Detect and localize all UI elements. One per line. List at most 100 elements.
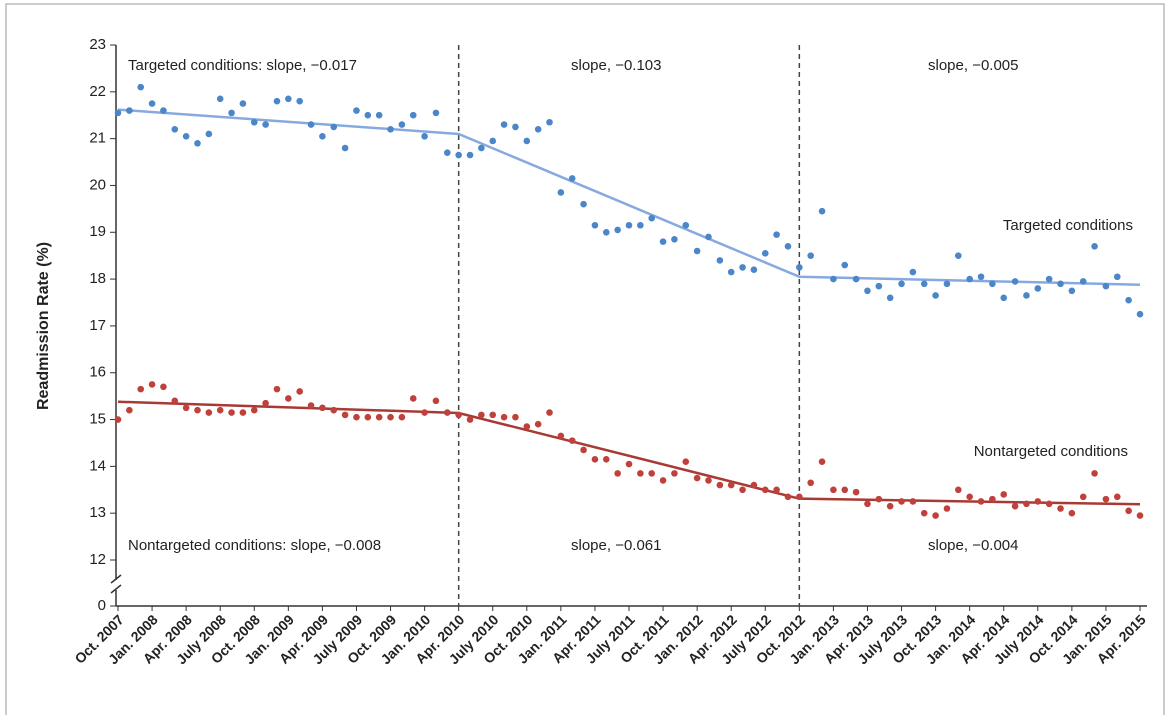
data-point [1113,493,1121,501]
data-point [1000,491,1008,498]
data-point [512,413,519,421]
data-point [239,409,247,416]
data-point [1045,275,1053,283]
data-point [841,261,849,269]
data-point [796,264,803,271]
data-point [625,221,633,229]
data-point [285,395,292,402]
y-tick-label: 22 [89,83,106,100]
data-point [966,493,973,501]
data-point [841,486,849,494]
data-point [932,292,939,299]
series-label: Nontargeted conditions [974,443,1128,460]
data-point [966,275,973,283]
y-tick-label: 20 [89,176,106,193]
data-point [580,446,587,454]
data-point [1034,498,1042,505]
annotation: slope, −0.005 [928,57,1019,74]
data-point [761,250,769,257]
data-point [1113,273,1121,281]
data-point [625,460,633,468]
y-tick-label: 19 [89,223,106,240]
data-point [886,294,894,302]
data-point [1057,280,1064,288]
data-point [239,100,247,107]
data-point [500,121,508,128]
data-point [1034,285,1042,292]
data-point [375,111,383,119]
annotation: slope, −0.004 [928,537,1019,554]
y-tick-label: 12 [89,551,106,568]
data-point [1045,500,1053,508]
data-point [796,493,803,501]
data-point [534,125,542,133]
data-point [773,486,780,494]
data-point [182,404,190,412]
annotation: slope, −0.103 [571,57,662,74]
data-point [750,266,758,274]
data-point [716,481,724,489]
data-point [637,470,644,477]
data-point [205,409,213,416]
data-point [898,498,905,505]
data-point [489,137,497,145]
data-point [478,144,485,152]
data-point [852,488,860,496]
data-point [886,502,894,510]
data-point [216,95,224,103]
data-point [943,280,951,288]
data-point [807,479,814,487]
axis-break [110,574,122,584]
y-tick-label: 16 [89,364,106,381]
data-point [546,409,553,416]
data-point [977,273,985,281]
data-point [614,226,621,234]
data-point [977,498,985,505]
data-point [421,409,428,416]
data-point [602,456,610,463]
data-point [182,132,190,140]
data-point [500,413,508,421]
data-point [773,231,780,238]
data-point [671,235,678,243]
data-point [989,280,996,288]
data-point [557,189,565,196]
data-point [126,406,133,414]
data-point [580,200,587,208]
data-point [546,118,553,126]
data-point [1068,509,1076,517]
data-point [761,486,769,494]
data-point [784,493,792,501]
data-point [830,275,837,283]
data-point [489,411,497,419]
data-point [375,413,383,421]
data-point [444,149,451,156]
data-point [693,474,701,482]
data-point [228,409,235,416]
data-point [1011,502,1019,510]
data-point [478,411,485,419]
data-point [409,395,417,402]
data-point [727,268,735,276]
data-point [705,477,712,484]
data-point [455,151,462,159]
series-label: Targeted conditions [1003,217,1133,234]
data-point [444,409,451,416]
data-point [409,111,417,119]
data-point [989,495,996,503]
data-point [557,432,565,440]
data-point [659,238,667,245]
data-point [591,221,599,229]
annotation: Nontargeted conditions: slope, −0.008 [128,537,381,554]
annotation: Targeted conditions: slope, −0.017 [128,57,357,74]
data-point [1023,500,1030,508]
data-point [523,423,531,430]
data-point [148,381,156,388]
data-point [659,477,667,484]
data-point [705,233,712,241]
data-point [568,175,576,182]
data-point [137,385,145,393]
data-point [1011,278,1019,285]
data-point [398,413,406,421]
data-point [205,130,213,138]
